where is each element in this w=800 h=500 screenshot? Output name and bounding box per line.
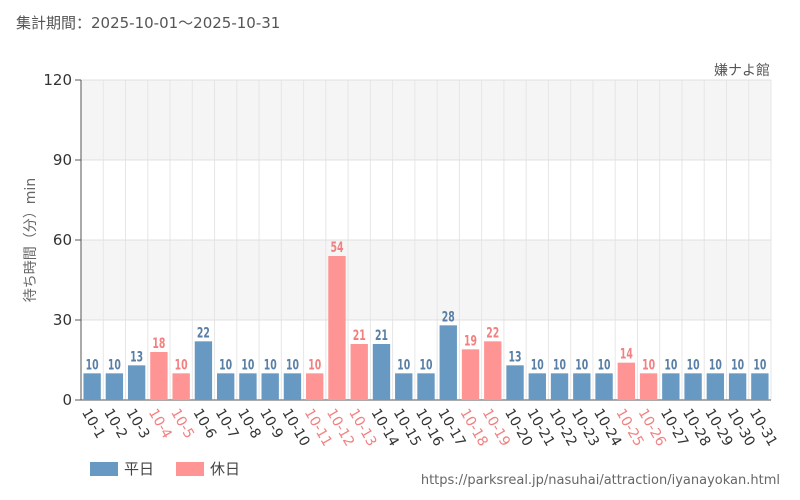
bar-chart: 03060901201010-11010-21310-31810-41010-5… <box>43 71 780 449</box>
bar-value-label: 14 <box>620 347 633 363</box>
source-url[interactable]: https://parksreal.jp/nasuhai/attraction/… <box>420 473 780 488</box>
bar <box>550 373 569 400</box>
legend-label-weekday: 平日 <box>124 460 155 478</box>
venue-name: 嫌ナよ館 <box>714 63 770 79</box>
bar <box>595 373 613 400</box>
bar <box>706 373 725 400</box>
bar <box>306 373 324 400</box>
bar-value-label: 13 <box>130 349 143 365</box>
bar <box>617 362 636 400</box>
bar-value-label: 10 <box>175 357 188 373</box>
bar <box>395 373 413 400</box>
bar <box>127 365 146 400</box>
bar <box>573 373 591 400</box>
bar <box>461 349 480 400</box>
bar <box>417 373 435 400</box>
legend-label-holiday: 休日 <box>210 460 241 478</box>
bar-value-label: 21 <box>375 328 388 344</box>
bar-value-label: 10 <box>642 357 655 373</box>
y-tick-label: 60 <box>53 231 72 249</box>
bar-value-label: 10 <box>664 357 677 373</box>
legend-item-holiday: 休日 <box>176 458 240 479</box>
bar <box>639 373 658 400</box>
bar <box>172 373 190 400</box>
legend-swatch-weekday <box>90 461 118 476</box>
bar <box>150 352 168 400</box>
bar <box>216 373 235 400</box>
bar <box>728 373 747 400</box>
bar <box>105 373 124 400</box>
bar <box>239 373 257 400</box>
bar-value-label: 54 <box>330 240 343 256</box>
period-label: 集計期間：2025-10-01〜2025-10-31 <box>16 14 281 32</box>
bar <box>328 256 346 400</box>
bar-value-label: 19 <box>464 333 477 349</box>
y-tick-label: 90 <box>53 151 72 169</box>
bar-value-label: 13 <box>509 349 522 365</box>
bar-value-label: 10 <box>108 357 121 373</box>
bar <box>506 365 524 400</box>
bar <box>662 373 680 400</box>
bar <box>528 373 546 400</box>
bar-value-label: 18 <box>152 336 165 352</box>
bar-value-label: 10 <box>86 357 99 373</box>
bar-value-label: 28 <box>442 309 455 325</box>
bar-value-label: 10 <box>308 357 321 373</box>
bar <box>83 373 101 400</box>
bar <box>372 344 391 400</box>
bar-value-label: 10 <box>531 357 544 373</box>
bar <box>283 373 302 400</box>
plot-band <box>81 80 771 160</box>
legend: 平日 休日 <box>90 458 262 479</box>
bar-value-label: 10 <box>397 357 410 373</box>
bar-value-label: 10 <box>420 357 433 373</box>
bar-value-label: 10 <box>575 357 588 373</box>
bar <box>439 325 457 400</box>
bar-value-label: 10 <box>553 357 566 373</box>
bar <box>484 341 502 400</box>
bar <box>350 344 368 400</box>
bar-value-label: 10 <box>598 357 611 373</box>
legend-swatch-holiday <box>176 461 205 476</box>
legend-item-weekday: 平日 <box>90 458 154 479</box>
bar-value-label: 22 <box>486 325 499 341</box>
bar-value-label: 10 <box>286 357 299 373</box>
bar <box>751 373 769 400</box>
bar-value-label: 22 <box>197 325 210 341</box>
y-tick-label: 120 <box>43 71 72 89</box>
bar <box>684 373 702 400</box>
bar <box>261 373 279 400</box>
bar-value-label: 21 <box>353 328 366 344</box>
bar-value-label: 10 <box>753 357 766 373</box>
plot-band <box>81 240 771 320</box>
y-tick-label: 0 <box>62 391 72 409</box>
bar-value-label: 10 <box>241 357 254 373</box>
bar-value-label: 10 <box>264 357 277 373</box>
bar-value-label: 10 <box>687 357 700 373</box>
y-tick-label: 30 <box>53 311 72 329</box>
plot-band <box>81 160 771 240</box>
bar-value-label: 10 <box>219 357 232 373</box>
bar <box>194 341 213 400</box>
bar-value-label: 10 <box>731 357 744 373</box>
bar-value-label: 10 <box>709 357 722 373</box>
